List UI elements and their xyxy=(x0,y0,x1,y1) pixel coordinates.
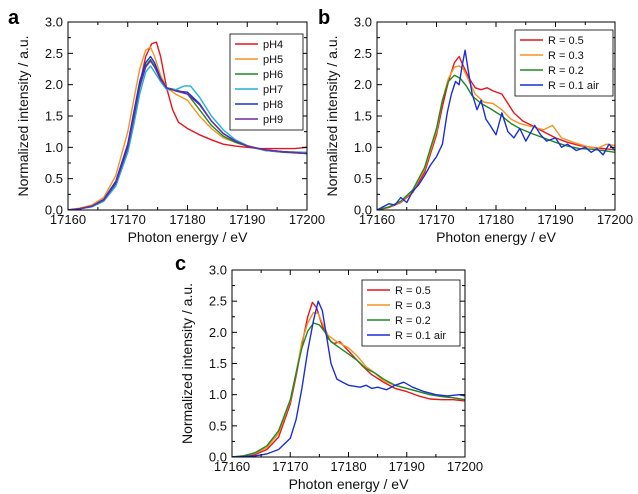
series-line-r-0-2 xyxy=(377,74,615,210)
y-tick-label: 2.0 xyxy=(45,77,63,92)
x-tick-label: 17190 xyxy=(537,212,573,227)
y-tick-label: 2.0 xyxy=(209,325,227,340)
y-tick-label: 1.0 xyxy=(209,387,227,402)
x-tick-label: 17200 xyxy=(289,212,325,227)
x-tick-label: 17190 xyxy=(229,212,265,227)
y-tick-label: 3.0 xyxy=(354,15,372,30)
series-line-r-0-5 xyxy=(377,55,615,210)
y-tick-label: 0.0 xyxy=(209,450,227,465)
legend-label: R = 0.2 xyxy=(395,315,431,327)
y-tick-label: 2.0 xyxy=(354,77,372,92)
y-tick-label: 0.5 xyxy=(209,418,227,433)
y-tick-label: 3.0 xyxy=(209,263,227,278)
x-tick-label: 17200 xyxy=(447,459,483,474)
series-line-r-0-1-air xyxy=(377,49,615,210)
panel-c: c 17160 17170 17180 17190 17200 0.0 0.5 1.0 1.5 2.… xyxy=(175,253,483,492)
series-group xyxy=(232,300,465,457)
y-axis-label: Normalized intensity / a.u. xyxy=(324,35,340,196)
y-axis-label: Normalized intensity / a.u. xyxy=(15,35,31,196)
y-tick-label: 2.5 xyxy=(45,46,63,61)
x-tick-label: 17160 xyxy=(359,212,395,227)
y-tick-label: 1.0 xyxy=(354,140,372,155)
x-tick-label: 17180 xyxy=(330,459,366,474)
legend-label: R = 0.1 air xyxy=(548,80,599,92)
y-tick-label: 1.5 xyxy=(45,109,63,124)
y-tick-label: 1.5 xyxy=(209,356,227,371)
x-tick-label: 17200 xyxy=(597,212,633,227)
y-tick-label: 1.0 xyxy=(45,140,63,155)
x-tick-label: 17170 xyxy=(418,212,454,227)
y-axis-label: Normalized intensity / a.u. xyxy=(179,283,195,444)
series-group xyxy=(68,41,307,210)
legend-label: R = 0.5 xyxy=(395,285,431,297)
x-tick-label: 17180 xyxy=(478,212,514,227)
legend-label: pH5 xyxy=(263,54,283,66)
series-line-r-0-1-air xyxy=(232,300,465,457)
legend-label: pH6 xyxy=(263,69,283,81)
y-tick-label: 0.0 xyxy=(354,203,372,218)
legend-label: pH7 xyxy=(263,84,283,96)
y-tick-label: 1.5 xyxy=(354,109,372,124)
panel-letter: a xyxy=(8,7,20,29)
x-tick-label: 17180 xyxy=(169,212,205,227)
panel-letter: b xyxy=(318,7,330,29)
y-tick-label: 0.5 xyxy=(354,171,372,186)
x-tick-label: 17190 xyxy=(389,459,425,474)
legend-label: pH9 xyxy=(263,114,283,126)
legend-label: R = 0.3 xyxy=(395,300,431,312)
y-tick-label: 2.5 xyxy=(354,46,372,61)
x-axis-label: Photon energy / eV xyxy=(289,476,410,492)
series-group xyxy=(377,49,615,210)
series-line-ph7 xyxy=(68,65,307,210)
x-tick-label: 17160 xyxy=(214,459,250,474)
legend-label: R = 0.3 xyxy=(548,50,584,62)
legend-label: pH8 xyxy=(263,99,283,111)
y-tick-label: 0.0 xyxy=(45,203,63,218)
legend-label: R = 0.1 air xyxy=(395,330,446,342)
x-axis-label: Photon energy / eV xyxy=(128,229,249,245)
legend: R = 0.5 R = 0.3 R = 0.2 R = 0.1 air xyxy=(361,279,461,347)
y-tick-label: 0.5 xyxy=(45,171,63,186)
x-axis-label: Photon energy / eV xyxy=(436,229,557,245)
legend-label: pH4 xyxy=(263,39,283,51)
panel-letter: c xyxy=(175,253,186,275)
y-tick-label: 3.0 xyxy=(45,15,63,30)
legend: R = 0.5 R = 0.3 R = 0.2 R = 0.1 air xyxy=(514,29,614,97)
x-tick-label: 17160 xyxy=(50,212,86,227)
panel-b: b 17160 17170 17180 17190 17200 0.0 0.5 1.0 1.5 2.… xyxy=(318,7,633,245)
legend-label: R = 0.5 xyxy=(548,35,584,47)
y-tick-label: 2.5 xyxy=(209,294,227,309)
legend: pH4 pH5 pH6 pH7 pH8 pH9 xyxy=(229,33,304,131)
series-line-ph9 xyxy=(68,60,307,210)
series-line-r-0-2 xyxy=(232,322,465,457)
panel-a: a 17160 17170 17180 17190 17200 0.0 0.5 1.0 1.5 2.… xyxy=(8,7,325,245)
legend-box xyxy=(229,33,304,131)
x-tick-label: 17170 xyxy=(272,459,308,474)
x-tick-label: 17170 xyxy=(110,212,146,227)
legend-label: R = 0.2 xyxy=(548,65,584,77)
